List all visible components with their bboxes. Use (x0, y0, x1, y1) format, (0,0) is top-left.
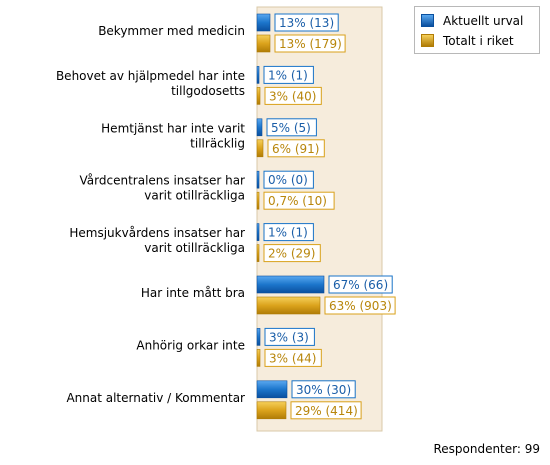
data-label: 67% (66) (333, 278, 388, 292)
bar-totalt-i-riket (256, 191, 260, 210)
legend-label: Totalt i riket (443, 34, 514, 48)
bar-totalt-i-riket (256, 401, 287, 420)
bar-totalt-i-riket (256, 244, 260, 262)
bar-aktuellt-urval (256, 275, 325, 294)
category-label: Behovet av hjälpmedel har inte (56, 69, 245, 83)
category-label: tillgodosetts (171, 84, 245, 98)
data-label-box (263, 244, 321, 263)
data-label: 2% (29) (268, 247, 315, 261)
data-label: 1% (1) (268, 226, 308, 240)
bar-totalt-i-riket (256, 34, 271, 53)
data-label: 30% (30) (296, 383, 351, 397)
data-label-box (263, 170, 314, 189)
data-label-box (264, 86, 322, 105)
category-label: tillräcklig (190, 136, 245, 150)
category-label: Annat alternativ / Kommentar (66, 391, 245, 405)
data-label: 0,7% (10) (268, 194, 327, 208)
category-label: Bekymmer med medicin (98, 24, 245, 38)
category-label: Hemtjänst har inte varit (101, 121, 245, 135)
bar-totalt-i-riket (256, 87, 261, 105)
bar-aktuellt-urval (256, 66, 260, 84)
bar-aktuellt-urval (256, 380, 288, 399)
data-label-box (264, 327, 315, 346)
legend: Aktuellt urval Totalt i riket (414, 6, 540, 54)
respondents-count: Respondenter: 99 (433, 442, 540, 456)
data-label: 6% (91) (272, 142, 319, 156)
data-label-box (324, 296, 396, 315)
data-label-box (328, 275, 393, 294)
data-label-box (264, 348, 322, 367)
data-label: 0% (0) (268, 173, 308, 187)
data-label-box (291, 380, 356, 399)
data-label-box (290, 401, 362, 420)
category-label: varit otillräckliga (144, 189, 245, 203)
data-label: 3% (40) (269, 89, 316, 103)
bar-totalt-i-riket (256, 349, 261, 367)
data-label-box (274, 34, 346, 53)
data-label-box (263, 191, 335, 210)
category-label: Anhörig orkar inte (136, 338, 245, 352)
category-label: Hemsjukvårdens insatser har (69, 226, 245, 240)
data-label: 3% (3) (269, 330, 309, 344)
category-label: Har inte mått bra (141, 286, 245, 300)
bar-totalt-i-riket (256, 296, 321, 315)
data-label-box (274, 13, 339, 32)
data-label: 13% (13) (279, 16, 334, 30)
bar-aktuellt-urval (256, 13, 271, 32)
data-label: 29% (414) (295, 404, 358, 418)
data-label-box (267, 139, 325, 158)
data-label: 63% (903) (329, 299, 392, 313)
bar-aktuellt-urval (256, 118, 263, 137)
data-label-box (263, 65, 314, 84)
data-label: 5% (5) (271, 121, 311, 135)
data-label: 13% (179) (279, 37, 342, 51)
category-label: Vårdcentralens insatser har (80, 174, 246, 188)
legend-swatch-blue (421, 14, 434, 27)
category-label: varit otillräckliga (144, 241, 245, 255)
legend-label: Aktuellt urval (443, 14, 524, 28)
data-label: 3% (44) (269, 351, 316, 365)
bar-aktuellt-urval (256, 328, 261, 346)
data-label: 1% (1) (268, 68, 308, 82)
data-label-box (263, 223, 314, 242)
bar-aktuellt-urval (256, 170, 260, 189)
legend-swatch-gold (421, 34, 434, 47)
bar-totalt-i-riket (256, 139, 264, 158)
data-label-box (266, 118, 317, 137)
bar-aktuellt-urval (256, 223, 260, 241)
